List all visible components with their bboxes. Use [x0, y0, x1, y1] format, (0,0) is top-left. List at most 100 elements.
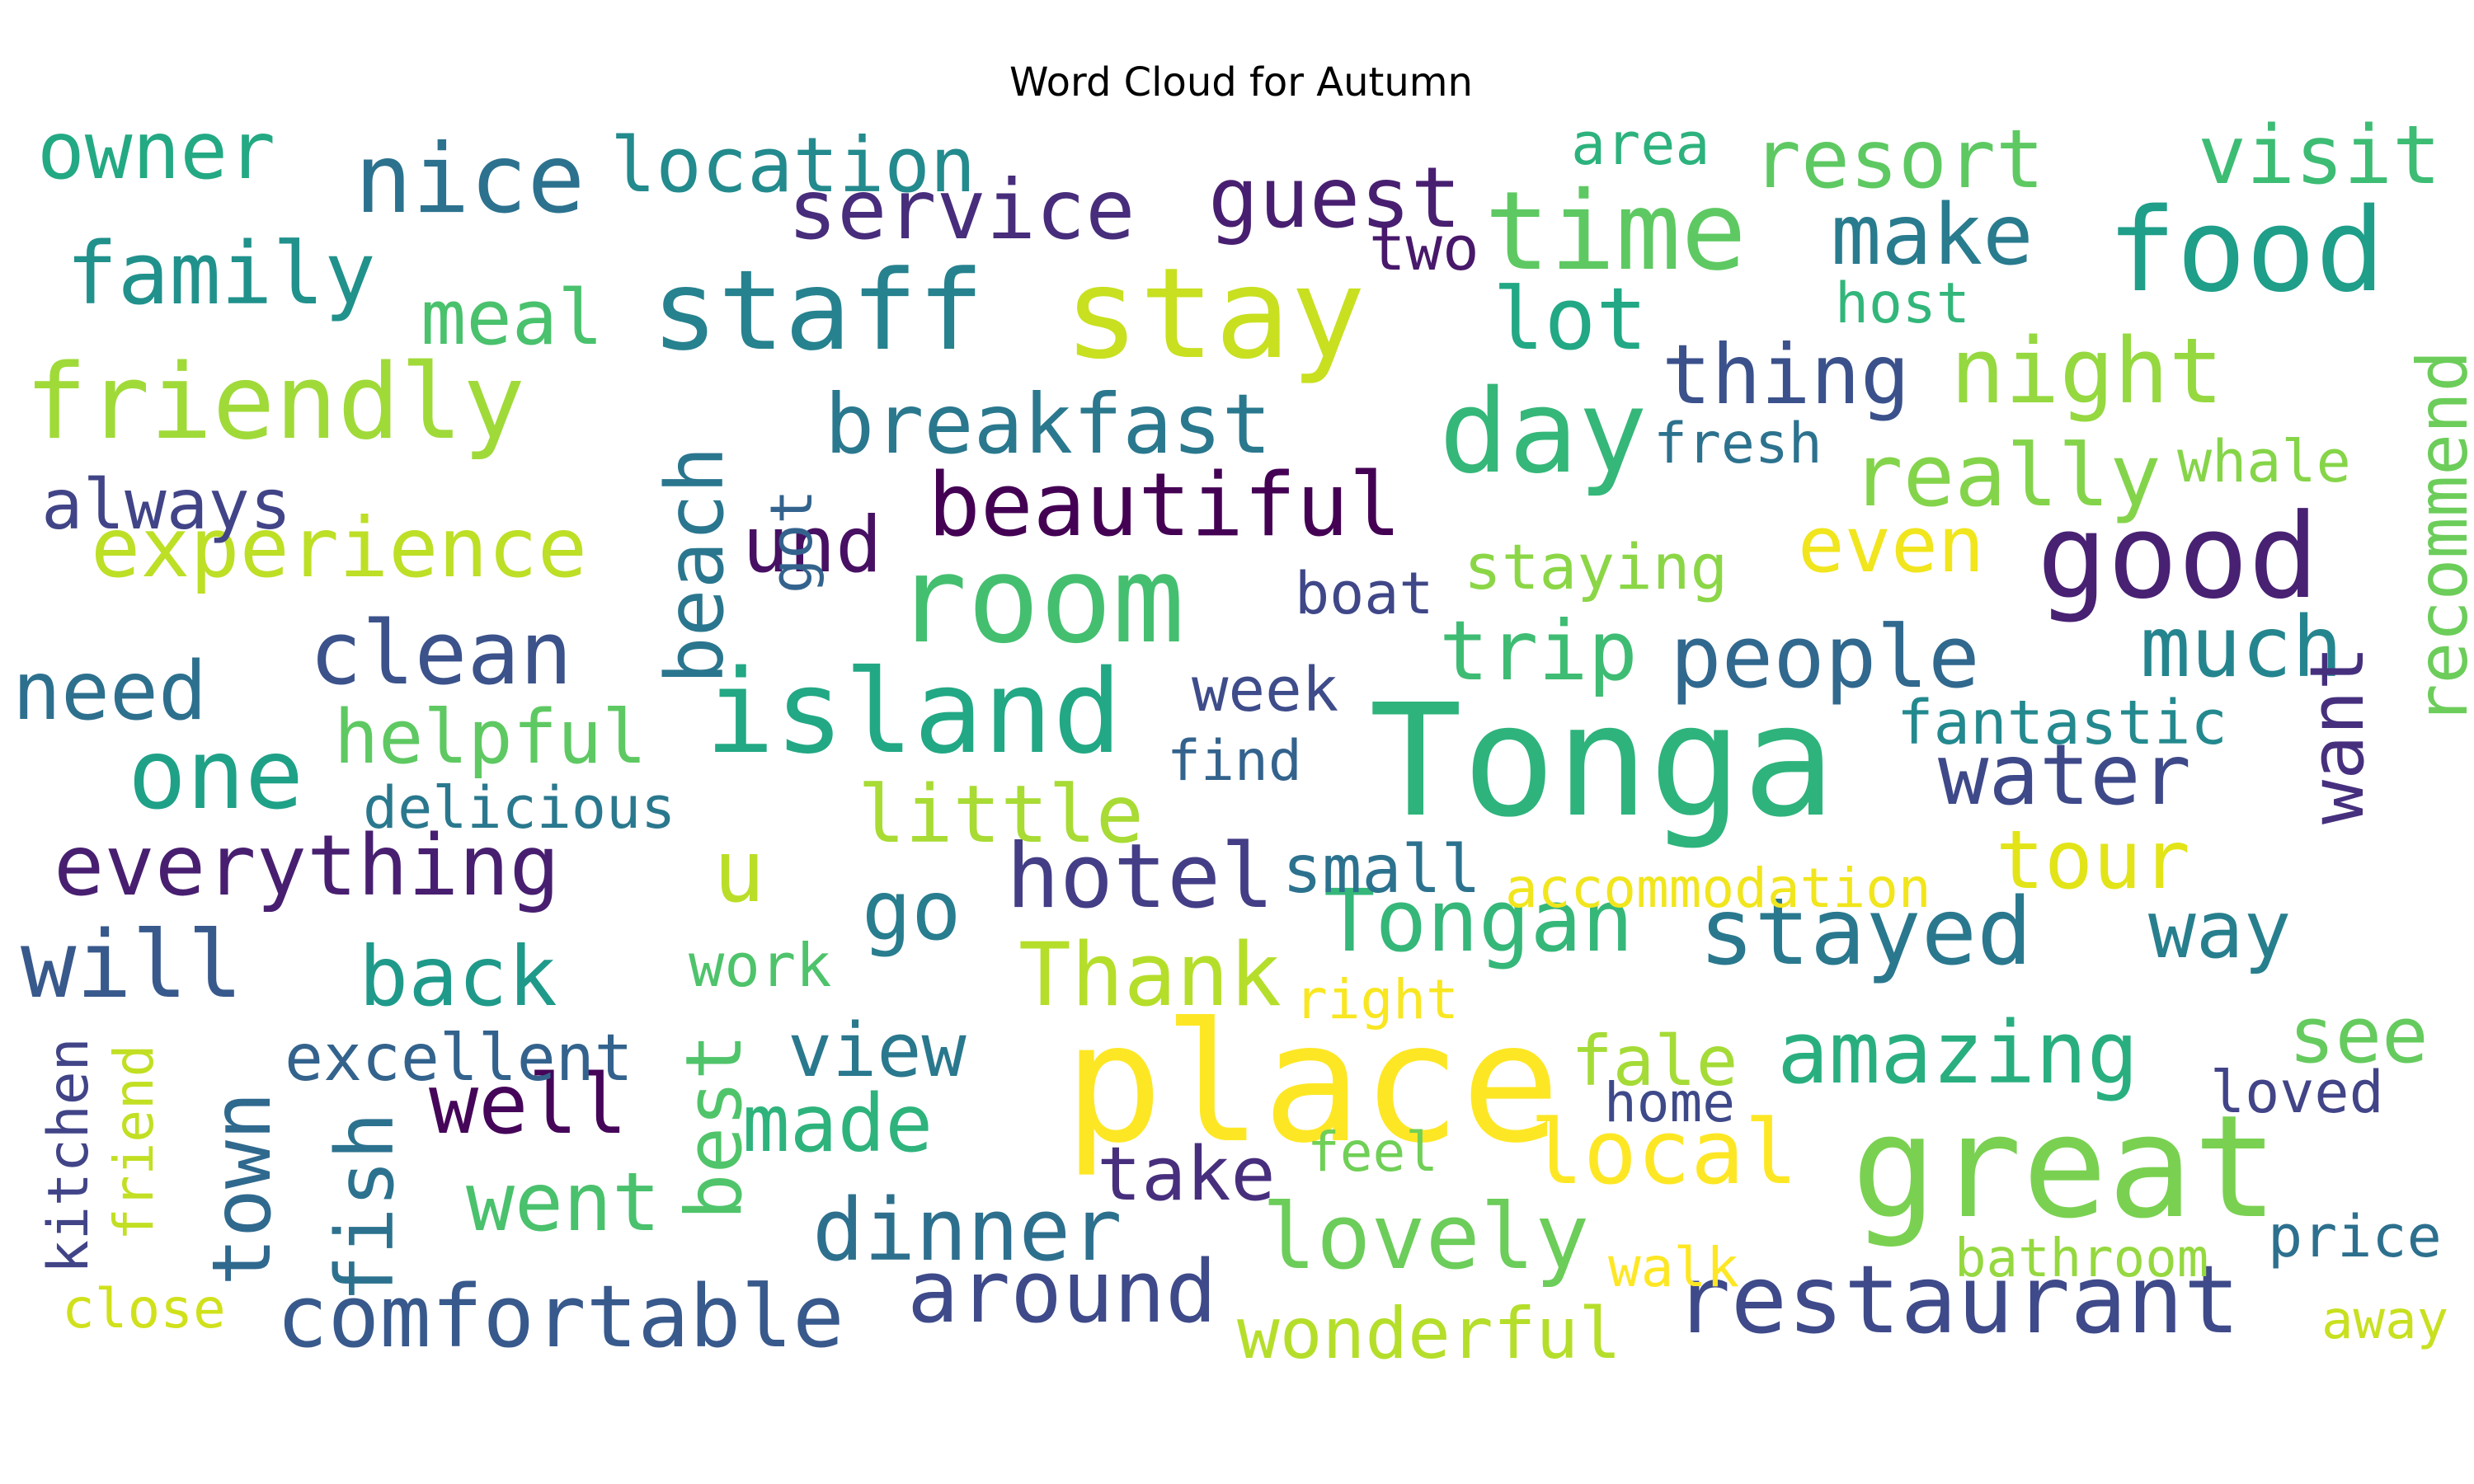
word-everything: everything — [54, 817, 561, 915]
word-wonderful: wonderful — [1237, 1293, 1621, 1375]
word-view: view — [788, 1007, 967, 1094]
word-kitchen: kitchen — [36, 1037, 101, 1274]
word-fale: fale — [1571, 1021, 1738, 1101]
word-und: und — [742, 500, 882, 590]
word-staying: staying — [1464, 530, 1729, 603]
word-great: great — [1851, 1084, 2279, 1250]
word-guest: guest — [1208, 149, 1462, 247]
word-will: will — [21, 912, 243, 1019]
word-lot: lot — [1493, 269, 1648, 369]
word-take: take — [1097, 1131, 1276, 1218]
word-week: week — [1192, 655, 1339, 726]
word-friend: friend — [102, 1044, 166, 1241]
word-recommend: recommend — [2402, 350, 2474, 726]
word-water: water — [1938, 726, 2192, 824]
word-made: made — [742, 1078, 934, 1170]
word-best: best — [670, 1033, 760, 1220]
word-loved: loved — [2210, 1059, 2384, 1126]
word-trip: trip — [1439, 603, 1638, 699]
word-night: night — [1950, 318, 2224, 424]
word-stayed: stayed — [1699, 879, 2033, 986]
word-island: island — [705, 646, 1122, 780]
word-even: even — [1798, 500, 1985, 590]
word-beach: beach — [649, 446, 741, 684]
word-breakfast: breakfast — [825, 376, 1272, 472]
word-room: room — [895, 530, 1185, 670]
word-accommodation: accommodation — [1505, 857, 1931, 920]
word-boat: boat — [1295, 560, 1434, 627]
word-tongan: Tongan — [1324, 871, 1634, 971]
word-location: location — [610, 121, 976, 209]
word-time: time — [1484, 168, 1747, 295]
word-go: go — [862, 862, 962, 959]
word-fish: fish — [319, 1111, 412, 1303]
word-tour: tour — [1996, 814, 2191, 908]
word-find: find — [1167, 729, 1302, 794]
word-way: way — [2148, 884, 2292, 976]
word-hotel: hotel — [1006, 825, 1275, 928]
word-thank: Thank — [1018, 924, 1282, 1026]
word-price: price — [2268, 1203, 2442, 1270]
word-good: good — [2037, 489, 2319, 625]
word-food: food — [2107, 184, 2386, 318]
word-want: want — [2294, 646, 2381, 824]
word-feel: feel — [1307, 1120, 1438, 1184]
word-visit: visit — [2198, 109, 2442, 203]
word-beautiful: beautiful — [928, 454, 1402, 556]
word-amazing: amazing — [1777, 1003, 2139, 1103]
word-comfortable: comfortable — [276, 1266, 844, 1367]
word-stay: stay — [1064, 241, 1366, 387]
word-went: went — [466, 1156, 661, 1250]
figure-title: Word Cloud for Autumn — [1009, 59, 1473, 106]
word-really: really — [1851, 425, 2161, 526]
word-resort: resort — [1752, 113, 2045, 207]
word-fantastic: fantastic — [1897, 688, 2227, 758]
word-right: right — [1295, 968, 1459, 1031]
word-got: got — [758, 489, 825, 594]
word-work: work — [689, 931, 832, 1000]
word-close: close — [62, 1277, 226, 1341]
word-always: always — [41, 464, 292, 545]
word-tonga: Tonga — [1369, 671, 1836, 852]
word-one: one — [128, 717, 304, 831]
word-family: family — [66, 223, 376, 324]
word-place: place — [1064, 988, 1561, 1180]
word-owner: owner — [37, 105, 275, 197]
word-back: back — [359, 928, 557, 1025]
word-area: area — [1571, 110, 1710, 178]
word-little: little — [858, 768, 1144, 861]
word-whale: whale — [2177, 428, 2351, 495]
word-thing: thing — [1662, 326, 1911, 423]
word-clean: clean — [309, 603, 573, 704]
word-dinner: dinner — [812, 1180, 1122, 1280]
word-experience: experience — [91, 500, 588, 596]
word-friendly: friendly — [25, 341, 525, 463]
word-home: home — [1604, 1071, 1735, 1134]
word-u: u — [713, 821, 765, 922]
word-well: well — [429, 1056, 628, 1153]
word-restaurant: restaurant — [1674, 1245, 2241, 1355]
word-fresh: fresh — [1653, 411, 1823, 477]
word-service: service — [788, 162, 1136, 258]
word-nice: nice — [355, 124, 586, 235]
word-helpful: helpful — [334, 694, 647, 781]
word-around: around — [907, 1242, 1217, 1342]
word-host: host — [1835, 271, 1970, 336]
word-need: need — [12, 645, 208, 739]
word-staff: staff — [651, 247, 985, 375]
word-see: see — [2288, 991, 2429, 1081]
word-meal: meal — [421, 274, 604, 362]
word-excellent: excellent — [285, 1021, 633, 1096]
word-two: two — [1369, 214, 1479, 284]
word-make: make — [1831, 186, 2034, 284]
word-delicious: delicious — [363, 774, 676, 842]
word-walk: walk — [1608, 1236, 1739, 1299]
word-lovely: lovely — [1262, 1184, 1590, 1289]
word-away: away — [2321, 1290, 2449, 1351]
word-bathroom: bathroom — [1954, 1228, 2209, 1289]
word-day: day — [1439, 365, 1648, 500]
word-town: town — [195, 1091, 289, 1286]
word-people: people — [1670, 607, 1980, 707]
